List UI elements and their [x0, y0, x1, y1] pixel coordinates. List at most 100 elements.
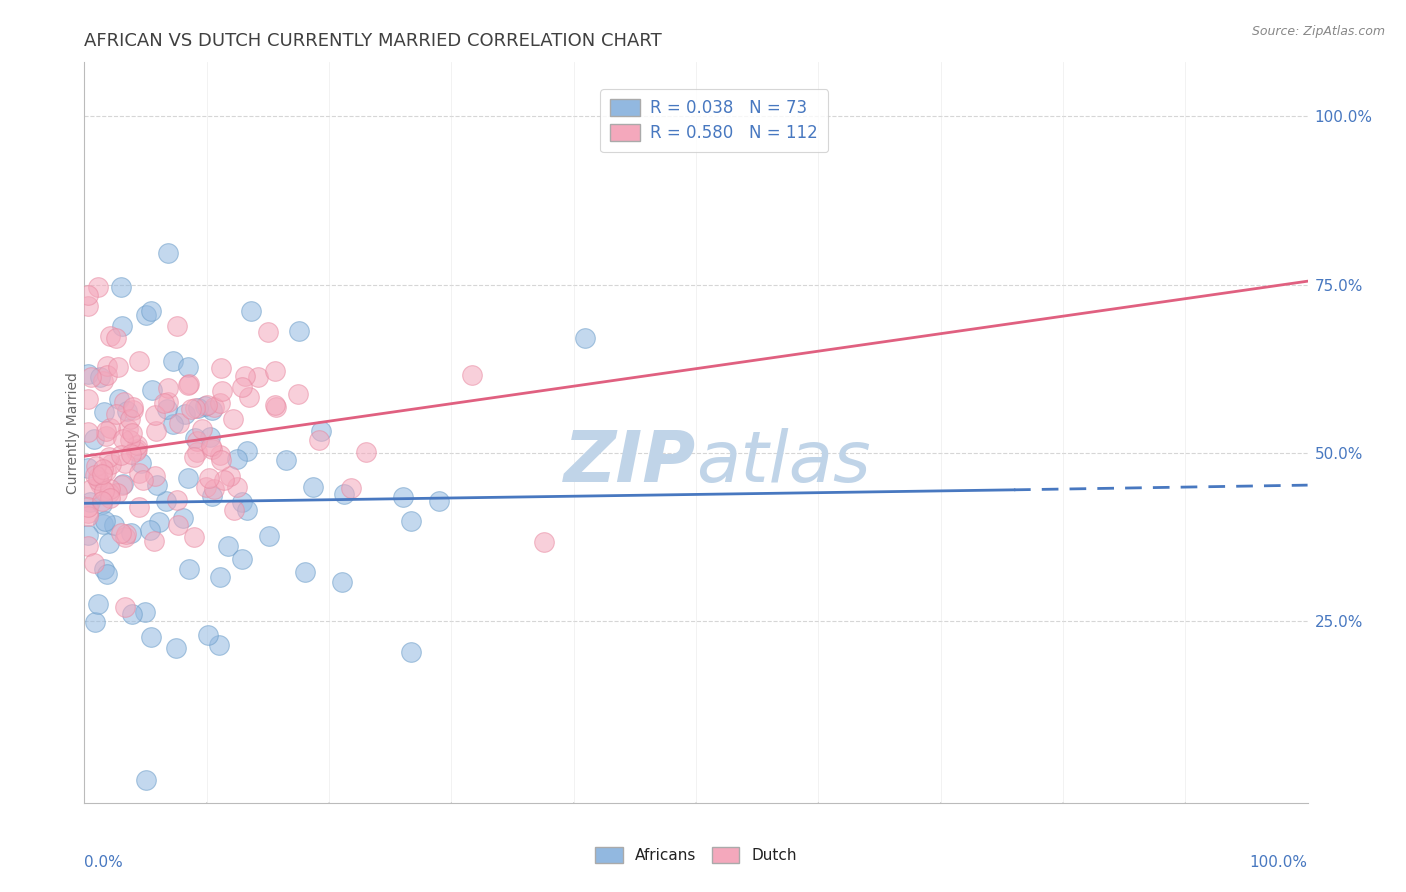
- Point: [91, 494, 114, 508]
- Point: [104, 331, 127, 345]
- Point: [533, 535, 555, 549]
- Point: [120, 525, 142, 540]
- Point: [128, 500, 150, 514]
- Point: [120, 447, 142, 461]
- Point: [330, 574, 353, 589]
- Point: [141, 383, 163, 397]
- Point: [135, 308, 157, 322]
- Point: [208, 396, 231, 410]
- Point: [236, 502, 259, 516]
- Point: [333, 487, 356, 501]
- Text: atlas: atlas: [696, 428, 870, 497]
- Point: [166, 318, 188, 333]
- Point: [217, 539, 239, 553]
- Point: [77, 500, 100, 514]
- Point: [110, 280, 132, 294]
- Point: [117, 422, 139, 436]
- Point: [257, 325, 280, 339]
- Point: [87, 279, 110, 293]
- Point: [111, 477, 134, 491]
- Point: [91, 374, 114, 388]
- Point: [156, 245, 179, 260]
- Point: [105, 485, 128, 500]
- Text: 100.0%: 100.0%: [1250, 855, 1308, 870]
- Point: [461, 368, 484, 383]
- Point: [226, 480, 249, 494]
- Text: ZIP: ZIP: [564, 428, 696, 497]
- Point: [125, 444, 148, 458]
- Point: [84, 458, 107, 473]
- Point: [184, 431, 207, 445]
- Point: [77, 300, 100, 314]
- Point: [257, 529, 280, 543]
- Point: [100, 457, 122, 471]
- Point: [172, 510, 194, 524]
- Point: [125, 442, 148, 457]
- Point: [135, 772, 157, 787]
- Point: [114, 456, 136, 470]
- Point: [399, 645, 422, 659]
- Point: [177, 360, 200, 375]
- Text: AFRICAN VS DUTCH CURRENTLY MARRIED CORRELATION CHART: AFRICAN VS DUTCH CURRENTLY MARRIED CORRE…: [84, 32, 662, 50]
- Point: [77, 425, 100, 440]
- Point: [148, 515, 170, 529]
- Point: [356, 445, 378, 459]
- Point: [226, 451, 249, 466]
- Point: [105, 407, 128, 421]
- Point: [142, 533, 165, 548]
- Point: [309, 424, 332, 438]
- Point: [115, 404, 138, 418]
- Point: [94, 424, 117, 438]
- Point: [112, 395, 135, 409]
- Point: [186, 434, 208, 448]
- Point: [208, 638, 231, 652]
- Point: [157, 381, 180, 395]
- Point: [162, 417, 184, 431]
- Point: [167, 518, 190, 533]
- Point: [96, 566, 118, 581]
- Point: [77, 460, 100, 475]
- Point: [177, 562, 200, 576]
- Point: [132, 473, 155, 487]
- Point: [177, 378, 200, 392]
- Point: [219, 469, 242, 483]
- Point: [209, 452, 232, 467]
- Point: [200, 439, 222, 453]
- Point: [97, 535, 120, 549]
- Point: [98, 486, 121, 500]
- Point: [86, 597, 108, 611]
- Point: [98, 482, 121, 496]
- Point: [340, 481, 363, 495]
- Point: [83, 556, 105, 570]
- Text: Source: ZipAtlas.com: Source: ZipAtlas.com: [1251, 25, 1385, 38]
- Point: [110, 448, 132, 462]
- Point: [146, 478, 169, 492]
- Point: [186, 445, 208, 459]
- Point: [94, 464, 117, 478]
- Point: [114, 526, 136, 541]
- Point: [195, 480, 218, 494]
- Point: [91, 462, 114, 476]
- Text: 0.0%: 0.0%: [84, 855, 124, 870]
- Point: [114, 530, 136, 544]
- Point: [94, 429, 117, 443]
- Y-axis label: Currently Married: Currently Married: [66, 372, 80, 493]
- Point: [157, 395, 180, 409]
- Point: [574, 331, 596, 345]
- Point: [222, 412, 245, 426]
- Point: [224, 503, 246, 517]
- Point: [89, 477, 111, 491]
- Point: [174, 407, 197, 421]
- Point: [194, 399, 217, 413]
- Point: [274, 453, 297, 467]
- Point: [89, 370, 111, 384]
- Point: [231, 380, 253, 394]
- Point: [111, 477, 134, 491]
- Point: [195, 398, 218, 412]
- Point: [201, 402, 224, 417]
- Point: [201, 489, 224, 503]
- Point: [152, 395, 174, 409]
- Point: [143, 409, 166, 423]
- Point: [77, 506, 100, 520]
- Point: [177, 377, 200, 392]
